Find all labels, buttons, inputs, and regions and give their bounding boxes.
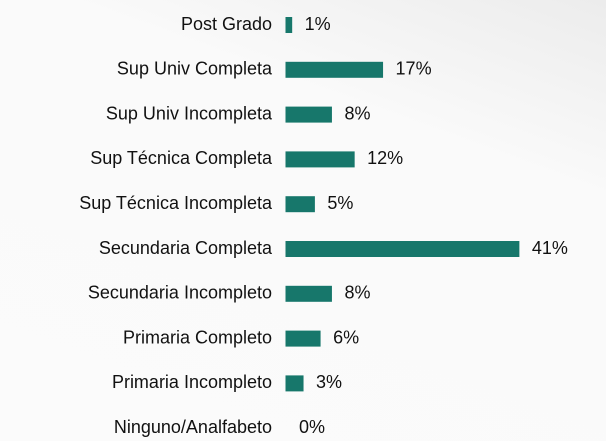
category-label: Sup Univ Incompleta bbox=[106, 103, 273, 123]
value-label: 41% bbox=[532, 238, 568, 258]
value-label: 6% bbox=[333, 327, 359, 347]
value-label: 1% bbox=[305, 14, 331, 34]
bar bbox=[285, 17, 293, 33]
category-label: Ninguno/Analfabeto bbox=[114, 417, 272, 437]
value-label: 3% bbox=[316, 372, 342, 392]
bar bbox=[285, 241, 520, 257]
category-label: Post Grado bbox=[181, 14, 272, 34]
value-label: 5% bbox=[327, 193, 353, 213]
category-label: Primaria Completo bbox=[123, 327, 272, 347]
bar bbox=[285, 196, 315, 213]
category-label: Secundaria Incompleto bbox=[88, 283, 272, 303]
bar bbox=[285, 106, 332, 123]
bar bbox=[285, 151, 355, 168]
category-label: Primaria Incompleto bbox=[112, 372, 272, 392]
category-label: Sup Técnica Incompleta bbox=[79, 193, 273, 213]
category-label: Secundaria Completa bbox=[99, 238, 273, 258]
category-label: Sup Técnica Completa bbox=[90, 148, 273, 168]
bar bbox=[285, 61, 384, 78]
bar bbox=[285, 375, 304, 392]
category-label: Sup Univ Completa bbox=[117, 59, 273, 79]
value-label: 8% bbox=[344, 103, 370, 123]
value-label: 17% bbox=[396, 59, 432, 79]
value-label: 0% bbox=[299, 417, 325, 437]
bar bbox=[285, 330, 321, 347]
bar bbox=[285, 285, 332, 302]
value-label: 12% bbox=[367, 148, 403, 168]
value-label: 8% bbox=[344, 283, 370, 303]
